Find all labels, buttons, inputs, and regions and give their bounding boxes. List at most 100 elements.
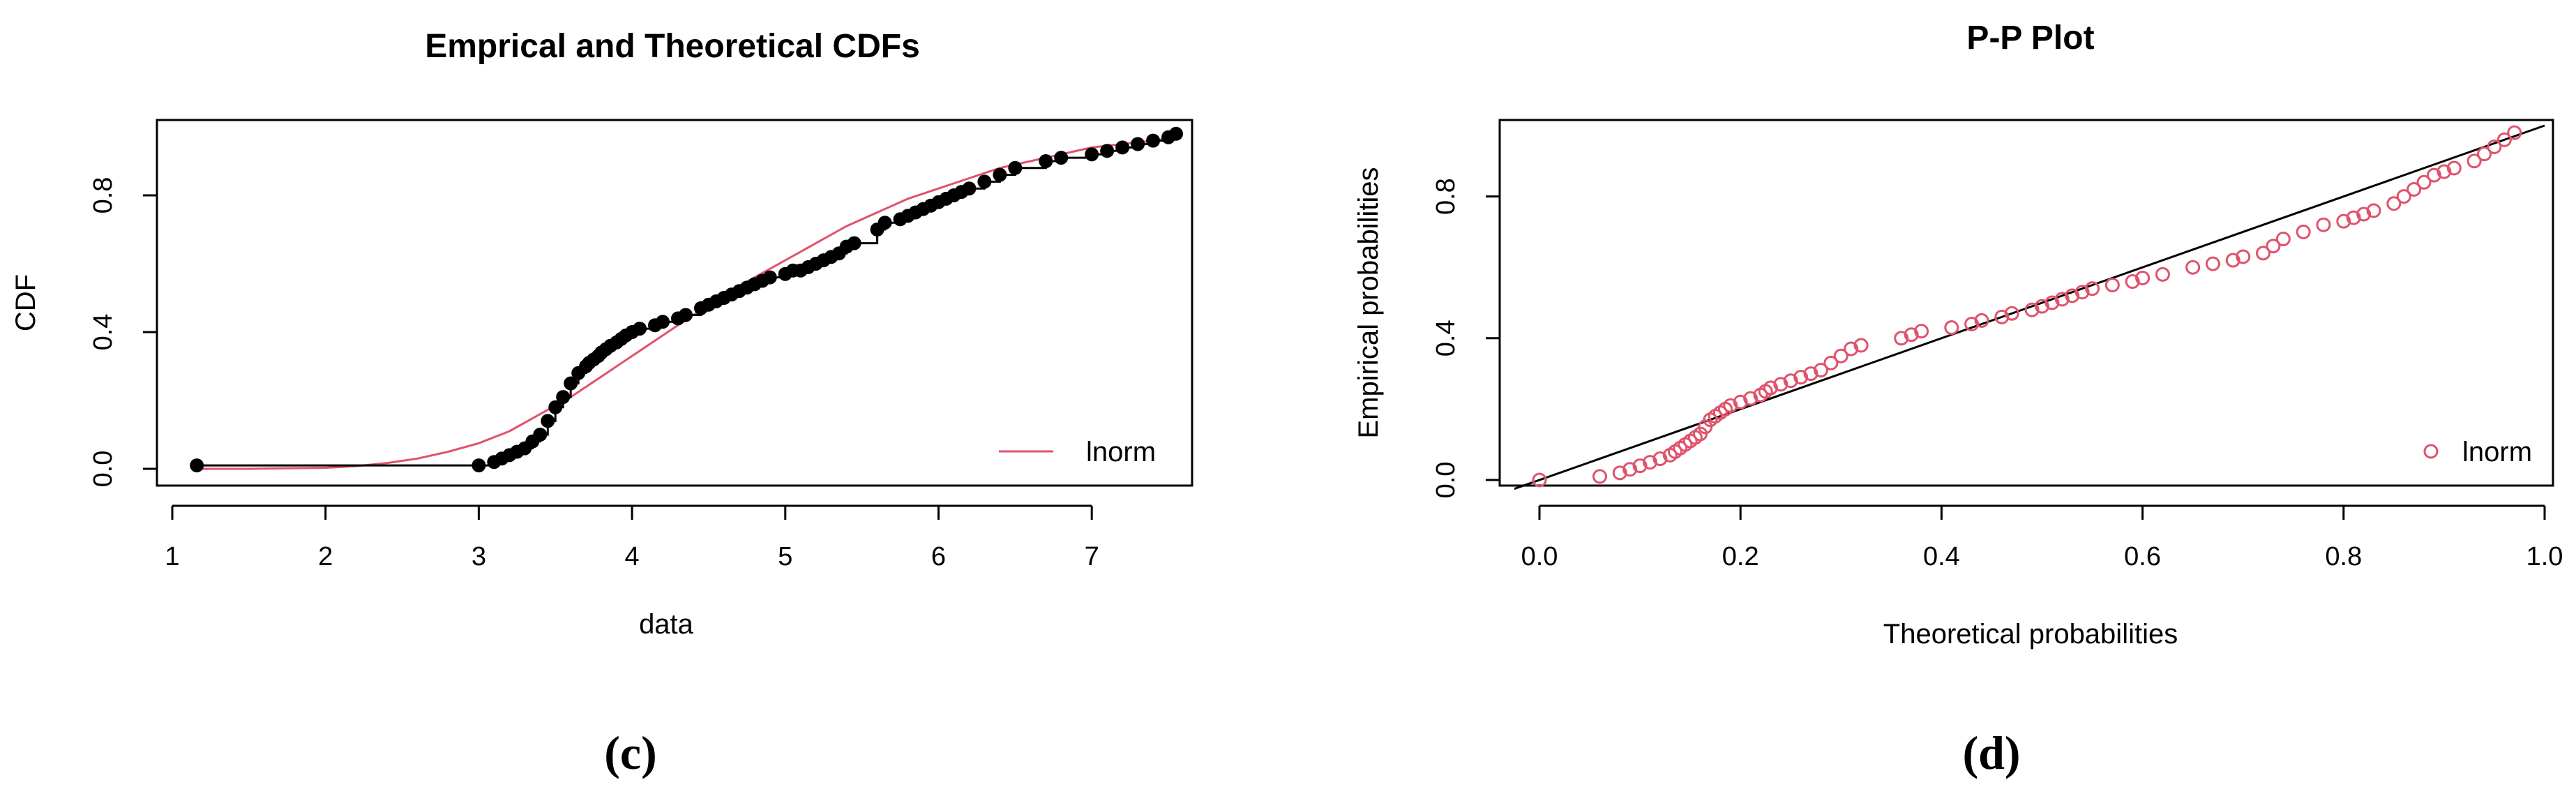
data-point [2135,270,2151,285]
data-point [2406,181,2422,197]
data-point [533,428,548,442]
data-point [1039,154,1053,168]
x-tick-label: 3 [472,542,486,571]
data-point [762,270,777,285]
x-axis: 0.0 0.2 0.4 0.6 0.8 1.0 [1521,504,2563,571]
data-point [977,174,992,189]
data-point [1054,151,1069,165]
data-point [1723,398,1738,413]
data-point [1773,377,1788,392]
chart-title: P-P Plot [1966,20,2094,57]
data-point [1763,380,1778,396]
data-point [656,315,670,329]
data-point [878,216,892,230]
x-tick-label: 1.0 [2526,542,2563,571]
y-axis: 0.0 0.4 0.8 [1431,178,1501,499]
data-point [2035,299,2049,314]
data-point [1833,348,1848,363]
data-point [1532,472,1547,488]
series-line-empirical [197,133,1177,467]
x-tick-label: 1 [165,542,179,571]
data-point [548,400,563,414]
data-point [1632,458,1648,474]
data-point [541,414,555,428]
data-point [1944,320,1959,336]
data-point [1100,144,1115,158]
data-point [2436,164,2452,179]
data-point [2386,196,2402,211]
data-point [556,390,571,405]
data-point [2356,207,2372,222]
data-point [2426,167,2441,183]
data-point [1803,366,1818,382]
legend-label-lnorm: lnorm [1086,437,1156,467]
legend: lnorm [999,437,1156,467]
data-point [2054,292,2070,307]
data-point [1592,469,1607,484]
x-tick-label: 7 [1085,542,1099,571]
data-point [2477,147,2492,162]
panel-caption: (d) [1962,726,2020,779]
y-axis-label: CDF [10,274,41,331]
data-point [2074,285,2090,300]
data-point [1652,451,1668,467]
x-tick-label: 0.4 [1923,542,1960,571]
data-point [1994,309,2010,324]
y-tick-label: 0.8 [1431,178,1461,215]
data-point [2205,256,2220,271]
x-axis: 1 2 3 4 5 6 7 [165,504,1099,571]
data-point [1643,455,1658,470]
x-axis-label: data [639,609,694,640]
data-point [1904,327,1919,343]
x-tick-label: 5 [778,542,792,571]
data-point [1894,331,1909,346]
data-point [1622,462,1638,477]
data-point [633,322,647,336]
legend-label-lnorm: lnorm [2462,437,2532,467]
data-point [1813,363,1828,378]
y-tick-label: 0.0 [1431,462,1461,499]
x-axis-label: Theoretical probabilities [1883,619,2178,650]
plot-frame [156,119,1193,487]
data-point [962,181,977,196]
legend: lnorm [2423,437,2532,467]
data-point [2396,189,2411,204]
pp-plot-chart: P-P Plot 0.0 0.2 0.4 0.6 0.8 1.0 0.0 0.4 0.8 Th… [1353,20,2563,779]
legend-marker-lnorm [2423,444,2439,459]
data-point [2336,213,2351,229]
data-point [2316,217,2331,232]
data-point [1146,133,1161,148]
data-point [1853,338,1869,353]
data-point [1733,394,1748,410]
data-point [1008,160,1023,175]
x-tick-label: 0.6 [2124,542,2161,571]
cdf-chart: Emprical and Theoretical CDFs 1 2 3 4 5 6 7 0.… [10,28,1193,779]
data-point [1823,355,1839,370]
data-point [2446,160,2462,176]
data-point [2225,253,2240,268]
x-tick-label: 0.8 [2325,542,2362,571]
data-point [2266,239,2281,254]
data-point [847,236,861,250]
series-line-lnorm [197,136,1177,470]
x-tick-label: 0.0 [1521,542,1558,571]
data-point [1844,341,1859,357]
data-point [190,458,204,473]
data-point [2155,267,2170,282]
data-point [2004,306,2019,321]
data-point [1793,370,1809,385]
data-point [2296,224,2311,239]
data-point [1964,316,1980,331]
data-point [2366,203,2381,218]
data-point [2044,295,2060,310]
panel-caption: (c) [604,726,656,779]
y-axis-label: Empirical probabilities [1353,167,1384,438]
data-point [2024,302,2040,317]
y-tick-label: 0.4 [1431,320,1461,357]
y-axis: 0.0 0.4 0.8 [89,177,158,488]
data-point [2487,139,2502,154]
data-point [472,458,486,473]
data-point [1914,324,1929,339]
data-point [2185,260,2201,275]
y-tick-label: 0.0 [89,451,118,488]
